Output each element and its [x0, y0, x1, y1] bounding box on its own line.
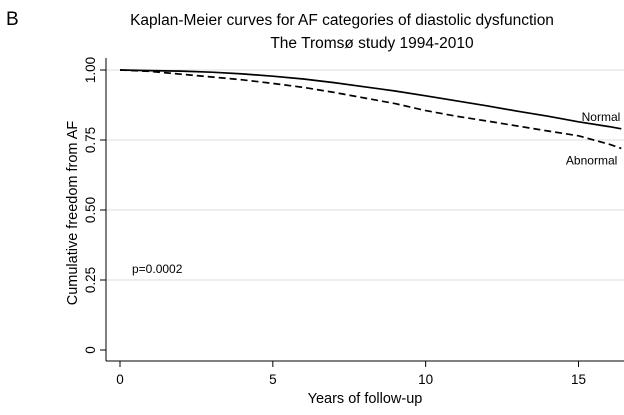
chart-title: Kaplan-Meier curves for AF categories of…: [130, 12, 554, 29]
p-value-annotation: p=0.0002: [132, 262, 183, 276]
series-label-normal: Normal: [582, 110, 621, 124]
x-tick-label: 5: [269, 372, 277, 387]
y-tick-label: 0.25: [83, 267, 98, 293]
y-tick-label: 1.00: [83, 57, 98, 83]
label-layer: Normal Abnormal p=0.0002: [132, 110, 620, 276]
x-tick-label: 0: [116, 372, 124, 387]
panel-label: B: [6, 9, 19, 30]
x-tick-label: 15: [571, 372, 586, 387]
series-layer: [119, 69, 622, 150]
y-tick-label: 0: [83, 346, 98, 354]
series-line-normal: [119, 69, 622, 130]
x-axis-label: Years of follow-up: [308, 391, 423, 407]
y-axis-label: Cumulative freedom from AF: [65, 121, 81, 306]
y-tick-label: 0.50: [83, 197, 98, 223]
x-tick-label: 10: [418, 372, 433, 387]
series-label-abnormal: Abnormal: [566, 153, 617, 167]
chart-subtitle: The Tromsø study 1994-2010: [270, 35, 474, 52]
series-line-abnormal: [119, 69, 622, 150]
grid-layer: [106, 69, 624, 281]
y-tick-label: 0.75: [83, 127, 98, 153]
tick-layer: 0 0.25 0.50 0.75 1.00 0 5 10 15: [83, 57, 586, 387]
